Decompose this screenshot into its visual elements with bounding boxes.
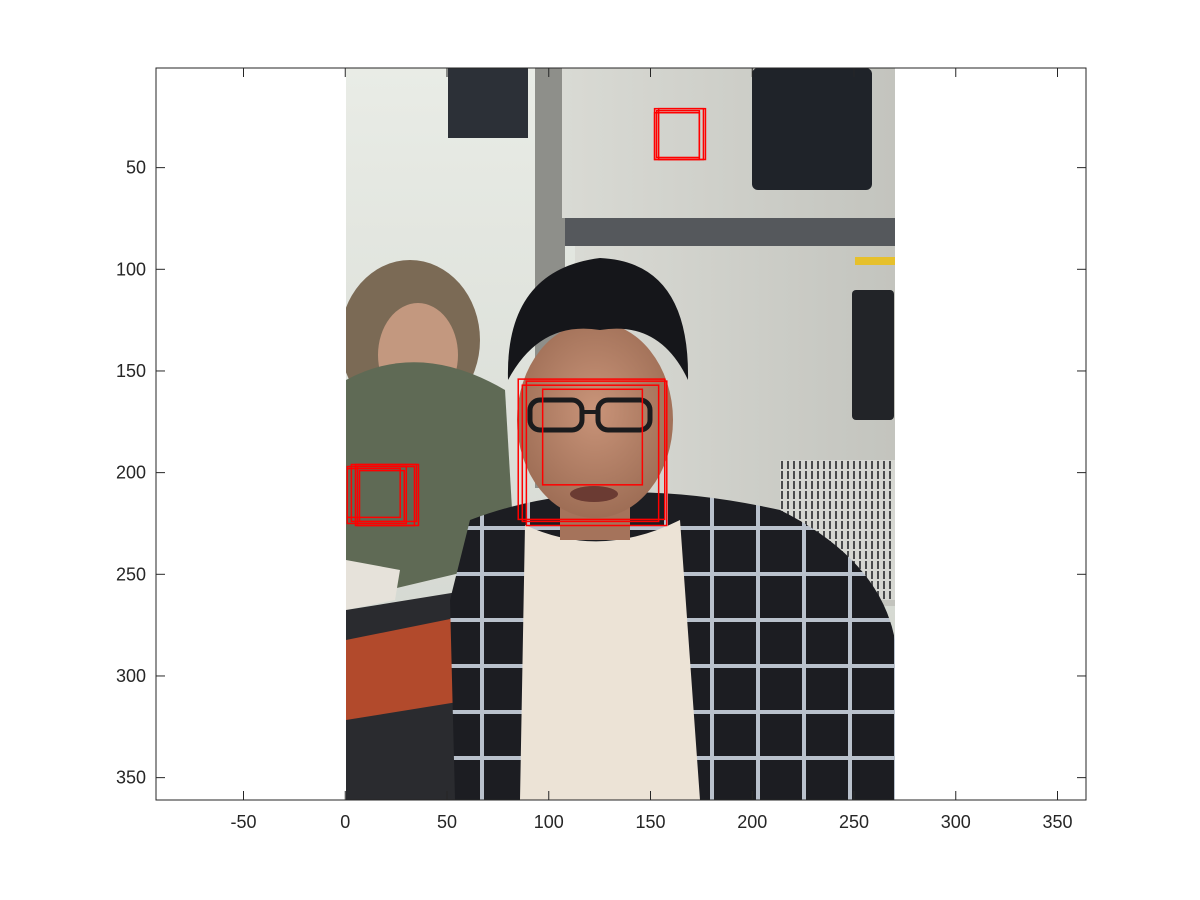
y-axis: 50 100 150 200 250 300 350: [116, 158, 1086, 788]
y-tick-label: 250: [116, 564, 146, 584]
y-tick-label: 300: [116, 666, 146, 686]
y-tick-label: 150: [116, 361, 146, 381]
x-tick-label: 150: [635, 812, 665, 832]
x-tick-label: 350: [1042, 812, 1072, 832]
x-tick-label: 50: [437, 812, 457, 832]
y-tick-label: 200: [116, 463, 146, 483]
detection-box-4: [517, 378, 666, 521]
detection-box-12: [354, 463, 420, 527]
detection-box-3: [653, 111, 701, 161]
detection-box-6: [541, 388, 644, 486]
axes-box: [155, 67, 1087, 801]
detection-box-5: [525, 380, 668, 527]
detection-box-11: [346, 467, 401, 519]
y-tick-label: 50: [126, 158, 146, 178]
x-tick-label: 200: [737, 812, 767, 832]
x-tick-label: 250: [839, 812, 869, 832]
x-tick-label: 300: [941, 812, 971, 832]
y-tick-label: 350: [116, 768, 146, 788]
detection-box-13: [358, 469, 406, 523]
detection-boxes: [346, 107, 707, 527]
x-tick-label: 100: [534, 812, 564, 832]
photo-image: [346, 68, 895, 800]
y-tick-label: 100: [116, 259, 146, 279]
x-tick-label: -50: [230, 812, 256, 832]
x-axis: -50 0 50 100 150 200 250 300 350: [230, 68, 1073, 832]
detection-box-7: [521, 384, 660, 523]
x-tick-label: 0: [340, 812, 350, 832]
